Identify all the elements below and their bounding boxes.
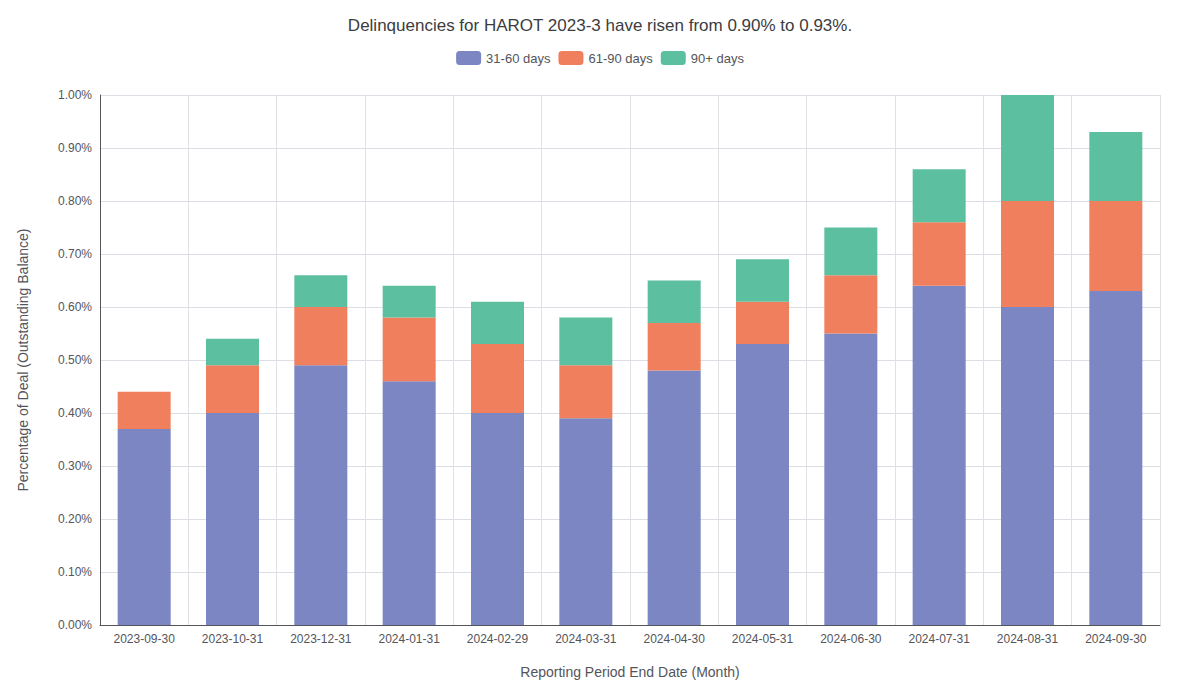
svg-text:2024-09-30: 2024-09-30 [1085,632,1147,646]
svg-text:2023-12-31: 2023-12-31 [290,632,352,646]
svg-text:2023-10-31: 2023-10-31 [202,632,264,646]
svg-text:0.40%: 0.40% [58,406,92,420]
svg-text:Reporting Period End Date (Mon: Reporting Period End Date (Month) [520,664,739,680]
svg-text:0.70%: 0.70% [58,247,92,261]
svg-text:0.60%: 0.60% [58,300,92,314]
svg-text:1.00%: 1.00% [58,88,92,102]
svg-text:2024-03-31: 2024-03-31 [555,632,617,646]
svg-text:0.00%: 0.00% [58,618,92,632]
svg-text:0.90%: 0.90% [58,141,92,155]
svg-text:2024-01-31: 2024-01-31 [378,632,440,646]
svg-text:90+ days: 90+ days [691,51,745,66]
svg-text:31-60 days: 31-60 days [486,51,551,66]
svg-text:2024-06-30: 2024-06-30 [820,632,882,646]
svg-text:2024-07-31: 2024-07-31 [908,632,970,646]
svg-text:0.10%: 0.10% [58,565,92,579]
svg-text:0.80%: 0.80% [58,194,92,208]
svg-text:61-90 days: 61-90 days [588,51,653,66]
svg-text:Delinquencies for HAROT 2023-3: Delinquencies for HAROT 2023-3 have rise… [348,16,852,35]
svg-text:2023-09-30: 2023-09-30 [113,632,175,646]
svg-text:0.30%: 0.30% [58,459,92,473]
svg-text:0.50%: 0.50% [58,353,92,367]
svg-text:2024-05-31: 2024-05-31 [732,632,794,646]
svg-text:2024-02-29: 2024-02-29 [467,632,529,646]
svg-text:0.20%: 0.20% [58,512,92,526]
svg-text:Percentage of Deal (Outstandin: Percentage of Deal (Outstanding Balance) [15,228,31,491]
svg-text:2024-04-30: 2024-04-30 [643,632,705,646]
svg-text:2024-08-31: 2024-08-31 [997,632,1059,646]
